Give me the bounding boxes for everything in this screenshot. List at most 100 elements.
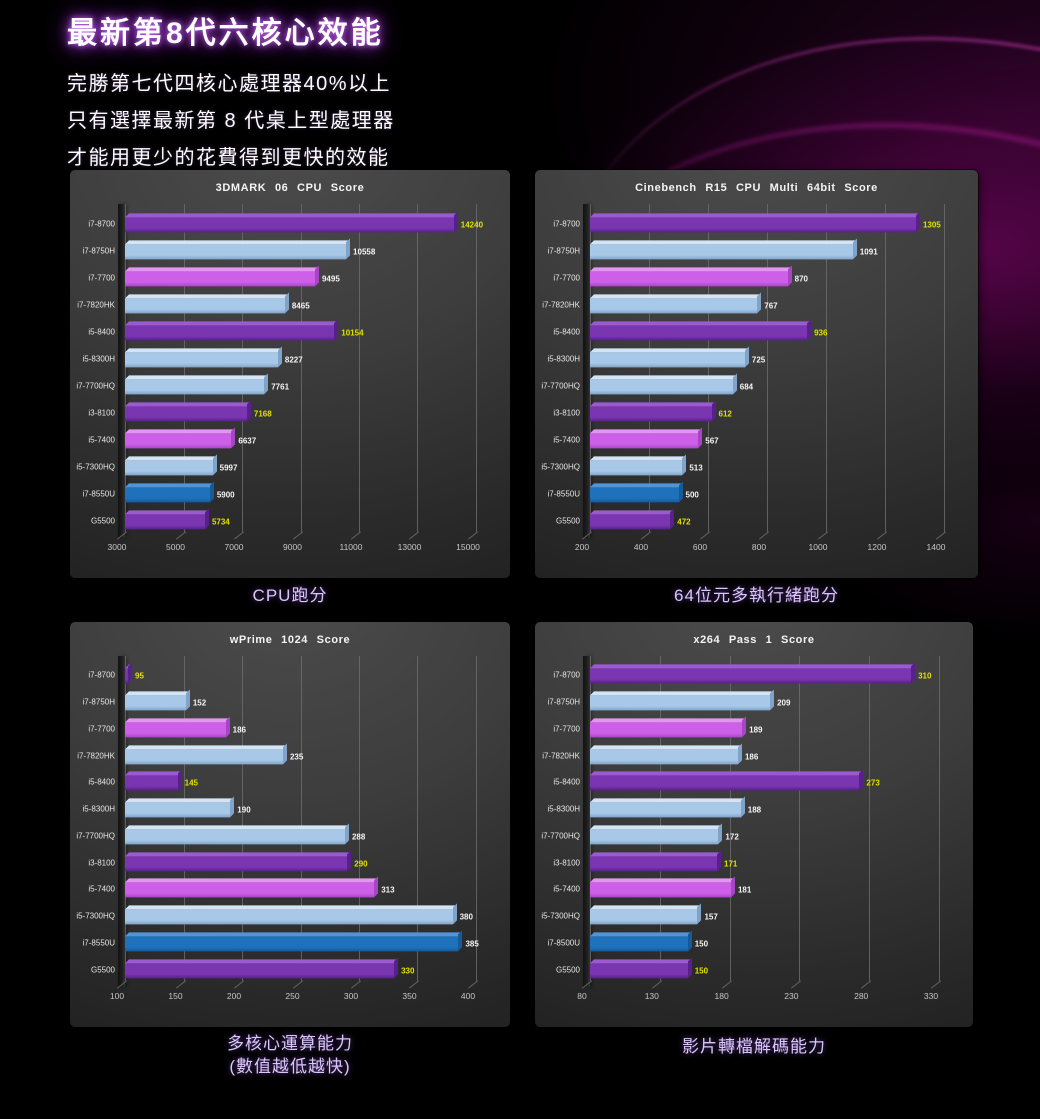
bar-end-cap (185, 689, 190, 711)
value-label: 385 (465, 939, 479, 949)
x-tick-label: 300 (343, 991, 359, 1001)
x-tick-label: 15000 (456, 542, 480, 552)
bar-row: i5-8300H 188 (548, 796, 965, 823)
bar-end-cap (230, 796, 235, 818)
category-label: i7-8750H (547, 697, 580, 707)
bar-top-face (125, 482, 214, 487)
chart-panel-wprime: wPrime 1024 Score 100 150 200 250 300 350 400 i… (70, 622, 510, 1027)
bar-row: i7-7700HQ 172 (541, 823, 965, 850)
bar (590, 689, 775, 711)
bar (125, 237, 351, 259)
header-line-3: 才能用更少的花費得到更快的效能 (67, 147, 390, 169)
bar (590, 372, 737, 394)
gridline (649, 204, 650, 532)
bar-top-face (590, 959, 692, 964)
bar-row: i5-8300H 725 (548, 345, 970, 372)
category-label: i7-8550U (82, 938, 115, 948)
chart-title-cinebench: Cinebench R15 CPU Multi 64bit Score (635, 182, 878, 194)
bar-rows: i7-8700 1305 i7-8750H 1091 i7-7700 870 i7-7820… (541, 210, 970, 534)
category-label: i5-8300H (547, 354, 580, 363)
chart-title-3dmark: 3DMARK 06 CPU Score (215, 182, 365, 194)
gridline (359, 204, 360, 532)
bar-end-cap (346, 237, 351, 259)
bar-end-cap (670, 507, 675, 529)
bar-top-face (125, 905, 457, 910)
value-label: 612 (718, 408, 732, 418)
bar-row: i5-7400 567 (553, 426, 970, 453)
bar-top-face (590, 745, 742, 750)
bar-top-face (590, 239, 857, 244)
bar-top-face (590, 852, 722, 857)
bar-top-face (590, 455, 687, 460)
bar-end-cap (204, 507, 209, 529)
chart-panel-x264: x264 Pass 1 Score 80 130 180 230 280 330 i7-87… (535, 622, 973, 1027)
bar-row: i7-7700 870 (553, 264, 970, 291)
bar-end-cap (915, 210, 920, 232)
bar-row: i3-8100 7168 (88, 399, 502, 426)
bar-top-face (590, 825, 723, 830)
bar-row: i5-7400 6637 (88, 426, 502, 453)
bar (590, 507, 675, 529)
x-tick-label: 800 (751, 542, 767, 552)
bar (590, 345, 749, 367)
chart-plot-3dmark: 3000 5000 7000 9000 11000 13000 15000 i7-8700 14… (76, 204, 502, 552)
value-label: 10558 (353, 246, 376, 256)
gridline (183, 204, 185, 532)
value-label: 870 (794, 273, 808, 283)
bar-top-face (125, 428, 236, 433)
value-label: 380 (459, 912, 473, 922)
bar-top-face (590, 374, 737, 379)
bar (590, 930, 692, 952)
bar (125, 689, 190, 711)
bar-row: i7-8750H 1091 (548, 237, 970, 264)
value-label: 235 (289, 752, 304, 762)
bar-top-face (125, 852, 352, 857)
bar (590, 903, 702, 925)
bar-row: i5-7300HQ 157 (541, 903, 965, 930)
bar-row: i7-8750H 209 (548, 689, 965, 716)
bar (125, 345, 282, 367)
category-label: G5500 (555, 965, 580, 975)
category-label: i5-7400 (553, 435, 580, 444)
category-label: i5-8400 (553, 777, 580, 787)
bar-row: i7-8550U 500 (548, 480, 970, 507)
bar-end-cap (697, 903, 702, 925)
category-label: i7-8550U (82, 489, 115, 498)
value-label: 188 (747, 805, 762, 815)
chart-plot-cinebench: 200 400 600 800 1000 1200 1400 i7-8700 1305 i7-87… (541, 204, 970, 552)
bar-top-face (590, 428, 703, 433)
category-label: i5-7300HQ (541, 462, 580, 471)
x-tick-label: 11000 (339, 542, 363, 552)
bar-end-cap (732, 372, 737, 394)
bar-top-face (590, 878, 735, 883)
bar (590, 957, 692, 979)
bar-top-face (125, 878, 379, 883)
bar-end-cap (314, 264, 319, 286)
bar (590, 480, 683, 502)
category-label: i5-8400 (88, 777, 115, 787)
x-tick-label: 150 (168, 991, 183, 1001)
bar-end-cap (742, 716, 747, 738)
bar (125, 903, 457, 925)
bar (125, 399, 251, 421)
category-label: i3-8100 (88, 408, 115, 417)
bar-top-face (590, 293, 762, 298)
x-tick-label: 80 (577, 991, 587, 1001)
category-label: i7-8700 (553, 670, 580, 680)
bar-top-face (590, 718, 747, 723)
bar-end-cap (246, 399, 251, 421)
bar-top-face (590, 798, 745, 803)
value-label: 310 (918, 671, 932, 681)
bar (125, 291, 289, 313)
bar-end-cap (807, 318, 812, 340)
bar-end-cap (347, 850, 352, 872)
x-tick-label: 100 (109, 991, 125, 1001)
bar (590, 823, 723, 845)
category-label: i7-8750H (82, 246, 115, 255)
value-label: 313 (381, 885, 395, 895)
bar-top-face (590, 320, 812, 325)
category-label: i3-8100 (553, 408, 580, 417)
bar-top-face (590, 691, 775, 696)
chart-plot-x264: 80 130 180 230 280 330 i7-8700 310 i7-8750H 209 i7… (541, 656, 965, 1001)
bar-row: i7-8700 95 (88, 662, 502, 689)
